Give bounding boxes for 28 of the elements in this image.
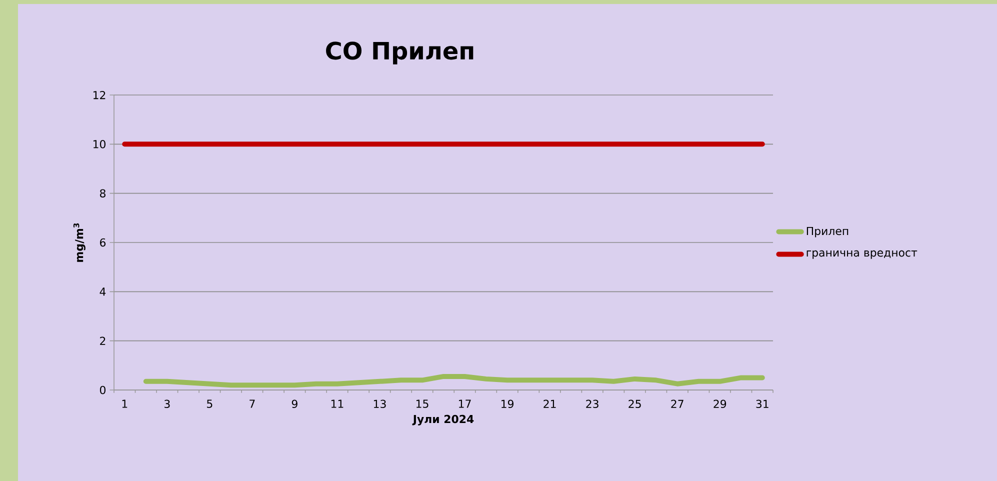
x-tick-label: 21 [544, 400, 556, 408]
chart-title: CO Прилеп [326, 42, 474, 64]
x-tick-label: 3 [164, 400, 170, 408]
x-tick-label: 31 [756, 400, 768, 408]
x-tick-label: 25 [628, 400, 641, 408]
x-tick-label: 13 [374, 400, 386, 408]
x-tick-label: 9 [292, 400, 298, 408]
y-tick-label: 0 [100, 386, 106, 394]
y-tick-label: 6 [100, 238, 106, 247]
y-tick-label: 4 [100, 288, 106, 296]
y-tick-label: 10 [93, 140, 106, 148]
x-tick-label: 1 [122, 400, 128, 408]
x-tick-label: 15 [416, 400, 428, 408]
y-axis-title: mg/m$^{3}$ [73, 223, 86, 262]
x-tick-label: 5 [207, 400, 212, 408]
y-tick-label: 12 [93, 90, 106, 100]
y-tick-label: 2 [100, 336, 106, 345]
x-tick-label: 27 [671, 400, 684, 408]
x-tick-label: 17 [458, 400, 471, 408]
legend-label: гранична вредност [806, 250, 918, 259]
legend-label: Прилеп [806, 226, 848, 238]
x-tick-label: 7 [250, 400, 255, 408]
x-tick-label: 11 [331, 400, 344, 408]
x-axis-title: Јули 2024 [412, 414, 474, 426]
y-tick-label: 8 [100, 189, 106, 198]
x-tick-label: 23 [586, 400, 598, 408]
x-tick-label: 19 [502, 400, 514, 408]
x-tick-label: 29 [714, 400, 726, 408]
